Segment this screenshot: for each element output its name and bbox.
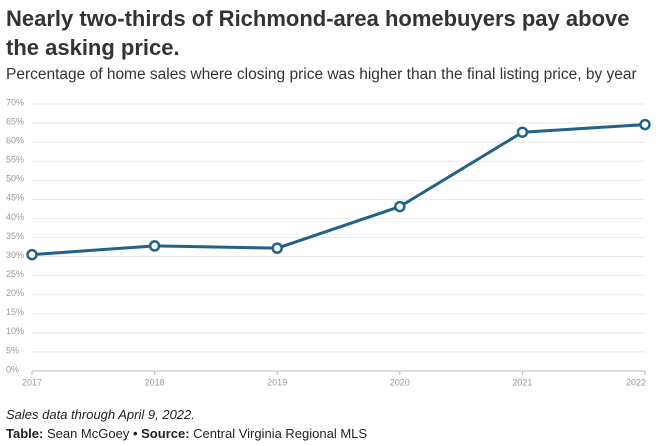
point xyxy=(271,242,283,254)
chart-title: Nearly two-thirds of Richmond-area homeb… xyxy=(6,6,630,60)
y-tick-label: 5% xyxy=(6,345,19,355)
chart-subtitle: Percentage of home sales where closing p… xyxy=(6,66,637,83)
y-tick-label: 25% xyxy=(6,269,24,279)
x-tick-label: 2020 xyxy=(390,377,410,387)
y-tick-label: 20% xyxy=(6,288,24,298)
x-tick-label: 2019 xyxy=(267,377,287,387)
point xyxy=(148,240,161,252)
y-tick-label: 65% xyxy=(6,116,24,126)
y-tick-label: 60% xyxy=(6,136,24,146)
credit-label: Table: xyxy=(6,426,44,441)
credits: Table: Sean McGoey • Source: Central Vir… xyxy=(6,426,367,441)
y-tick-label: 70% xyxy=(6,97,24,107)
y-tick-label: 50% xyxy=(6,174,24,184)
y-tick-label: 35% xyxy=(6,231,24,241)
x-tick-label: 2017 xyxy=(22,377,42,387)
y-tick-label: 40% xyxy=(6,212,24,222)
source-label: Source: xyxy=(141,426,190,441)
x-tick-label: 2021 xyxy=(512,377,532,387)
point xyxy=(639,118,651,131)
y-tick-label: 30% xyxy=(6,250,24,260)
y-tick-label: 55% xyxy=(6,155,24,165)
separator: • xyxy=(132,426,138,441)
point xyxy=(26,248,38,261)
source: Central Virginia Regional MLS xyxy=(193,426,368,441)
chart: 0% 5% 10% 15% 20% 25% 30% 35% 40% 45% 50% 55% 60% 65%… xyxy=(6,97,651,387)
y-tick-label: 15% xyxy=(6,307,24,317)
x-tick-label: 2018 xyxy=(145,377,165,387)
y-tick-label: 10% xyxy=(6,326,24,336)
y-tick-label: 45% xyxy=(6,193,24,203)
y-tick-label: 0% xyxy=(6,364,19,374)
x-tick-label: 2022 xyxy=(626,377,646,387)
point xyxy=(516,126,529,138)
line xyxy=(31,123,646,257)
point xyxy=(394,200,406,213)
note: Sales data through April 9, 2022. xyxy=(6,407,195,422)
credit: Sean McGoey xyxy=(46,426,130,441)
